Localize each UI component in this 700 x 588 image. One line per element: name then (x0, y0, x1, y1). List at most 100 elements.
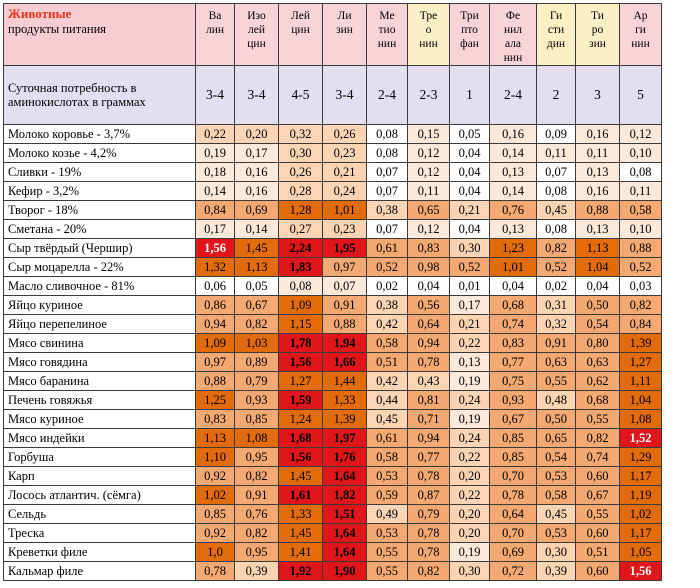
value-cell: 1,04 (575, 257, 620, 277)
table-row: Треска 0,92 0,82 1,45 1,64 0,53 0,78 0,20 0,70 0,… (3, 523, 662, 543)
value-cell: 0,50 (536, 409, 576, 429)
value-cell: 0,67 (489, 409, 537, 429)
value-cell: 0,52 (619, 257, 662, 277)
food-name: Яйцо перепелиное (3, 314, 196, 334)
value-cell: 0,13 (489, 219, 537, 239)
corner-subtitle: продукты питания (8, 22, 107, 36)
value-cell: 0,58 (536, 485, 576, 505)
value-cell: 0,65 (407, 200, 450, 220)
value-cell: 0,39 (234, 561, 279, 581)
value-cell: 0,95 (234, 447, 279, 467)
value-cell: 0,07 (536, 162, 576, 182)
value-cell: 1,51 (322, 504, 367, 524)
value-cell: 0,26 (278, 162, 323, 182)
table-row: Молоко козье - 4,2% 0,19 0,17 0,30 0,23 0,08 0… (3, 143, 662, 163)
requirement-value: 3-4 (195, 65, 235, 125)
food-name: Масло сливочное - 81% (3, 276, 196, 296)
value-cell: 0,07 (366, 219, 408, 239)
food-name: Горбуша (3, 447, 196, 467)
value-cell: 0,24 (322, 181, 367, 201)
value-cell: 0,20 (449, 504, 490, 524)
value-cell: 0,02 (366, 276, 408, 296)
value-cell: 1,78 (278, 333, 323, 353)
value-cell: 0,23 (322, 143, 367, 163)
value-cell: 0,67 (575, 485, 620, 505)
requirement-value: 2-4 (366, 65, 408, 125)
amino-header: Изо лей цин (234, 3, 279, 66)
value-cell: 0,14 (489, 143, 537, 163)
value-cell: 0,32 (278, 124, 323, 144)
value-cell: 1,13 (575, 238, 620, 258)
value-cell: 0,68 (575, 390, 620, 410)
value-cell: 1,45 (278, 466, 323, 486)
value-cell: 0,16 (489, 124, 537, 144)
value-cell: 0,83 (407, 238, 450, 258)
value-cell: 0,51 (366, 352, 408, 372)
table-row: Лосось атлантич. (сёмга) 1,02 0,91 1,61 1,82… (3, 485, 662, 505)
value-cell: 0,22 (449, 333, 490, 353)
value-cell: 0,28 (278, 181, 323, 201)
value-cell: 0,31 (536, 295, 576, 315)
requirement-value: 1 (449, 65, 490, 125)
value-cell: 0,52 (449, 257, 490, 277)
value-cell: 0,55 (366, 561, 408, 581)
value-cell: 0,09 (536, 124, 576, 144)
value-cell: 0,21 (449, 200, 490, 220)
requirement-row: Суточная потребность в аминокислотах в г… (3, 65, 662, 125)
value-cell: 0,84 (195, 200, 235, 220)
value-cell: 0,48 (536, 390, 576, 410)
value-cell: 0,82 (575, 428, 620, 448)
food-name: Лосось атлантич. (сёмга) (3, 485, 196, 505)
value-cell: 1,24 (278, 409, 323, 429)
value-cell: 0,26 (322, 124, 367, 144)
value-cell: 0,94 (195, 314, 235, 334)
table-row: Яйцо куриное 0,86 0,67 1,09 0,91 0,38 0,56 0,17… (3, 295, 662, 315)
value-cell: 0,89 (234, 352, 279, 372)
table-row: Мясо говядина 0,97 0,89 1,56 1,66 0,51 0,78 0,1… (3, 352, 662, 372)
value-cell: 0,04 (449, 143, 490, 163)
value-cell: 0,51 (575, 542, 620, 562)
value-cell: 0,14 (489, 181, 537, 201)
value-cell: 0,82 (234, 466, 279, 486)
value-cell: 0,67 (234, 295, 279, 315)
value-cell: 0,27 (278, 219, 323, 239)
value-cell: 0,39 (536, 561, 576, 581)
corner-title: Животные (8, 6, 72, 21)
table-row: Мясо куриное 0,83 0,85 1,24 1,39 0,45 0,71 0,19… (3, 409, 662, 429)
value-cell: 0,80 (575, 333, 620, 353)
value-cell: 0,01 (449, 276, 490, 296)
value-cell: 0,21 (449, 314, 490, 334)
value-cell: 0,04 (407, 276, 450, 296)
value-cell: 0,04 (449, 162, 490, 182)
value-cell: 0,71 (407, 409, 450, 429)
value-cell: 1,33 (278, 504, 323, 524)
table-row: Масло сливочное - 81% 0,06 0,05 0,08 0,07 0,0… (3, 276, 662, 296)
value-cell: 0,24 (449, 390, 490, 410)
value-cell: 0,81 (407, 390, 450, 410)
food-name: Треска (3, 523, 196, 543)
value-cell: 2,24 (278, 238, 323, 258)
value-cell: 1,13 (234, 257, 279, 277)
value-cell: 0,24 (449, 428, 490, 448)
value-cell: 0,74 (575, 447, 620, 467)
value-cell: 0,16 (234, 162, 279, 182)
amino-header: Тре о нин (407, 3, 450, 66)
value-cell: 0,42 (366, 371, 408, 391)
value-cell: 0,45 (536, 504, 576, 524)
amino-header: Ги сти дин (536, 3, 576, 66)
value-cell: 0,11 (536, 143, 576, 163)
value-cell: 0,55 (575, 504, 620, 524)
value-cell: 0,78 (489, 485, 537, 505)
table-row: Сливки - 19% 0,18 0,16 0,26 0,21 0,07 0,12 0,04… (3, 162, 662, 182)
food-name: Кальмар филе (3, 561, 196, 581)
value-cell: 0,54 (575, 314, 620, 334)
food-name: Молоко козье - 4,2% (3, 143, 196, 163)
value-cell: 0,53 (366, 523, 408, 543)
value-cell: 0,16 (234, 181, 279, 201)
value-cell: 0,91 (322, 295, 367, 315)
value-cell: 1,90 (322, 561, 367, 581)
value-cell: 1,28 (278, 200, 323, 220)
value-cell: 0,04 (449, 181, 490, 201)
value-cell: 1,68 (278, 428, 323, 448)
value-cell: 0,10 (619, 143, 662, 163)
